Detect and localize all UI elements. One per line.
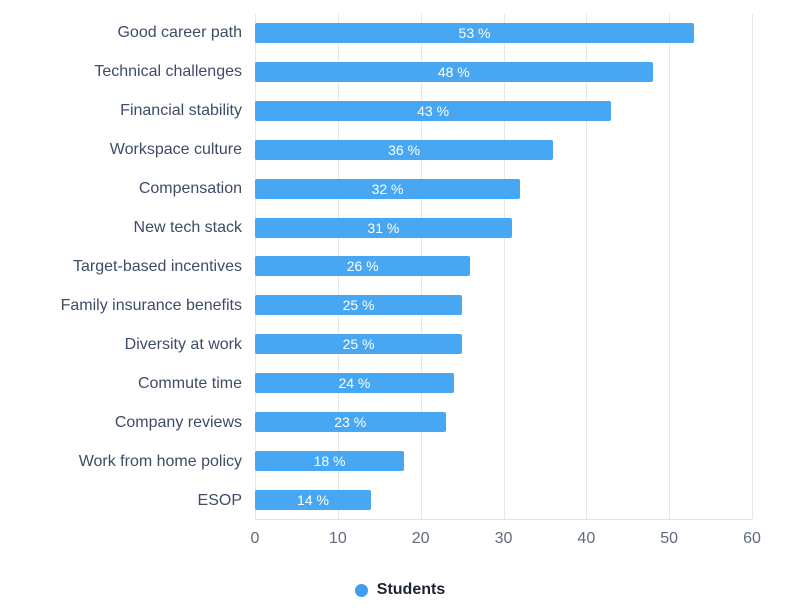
- category-label: Company reviews: [114, 413, 242, 431]
- bar-row: 43 %: [255, 92, 752, 131]
- bar-value-label: 23 %: [334, 413, 367, 430]
- gridline: [669, 14, 671, 519]
- bar-value-label: 32 %: [371, 180, 404, 197]
- bar-value-label: 18 %: [313, 452, 346, 469]
- x-tick-label: 10: [328, 530, 347, 547]
- x-tick-label: 50: [660, 530, 679, 547]
- category-label: Financial stability: [120, 102, 242, 120]
- bar: 48 %: [255, 62, 653, 83]
- legend-dot-icon: [354, 583, 368, 597]
- bar-row: 18 %: [255, 441, 752, 480]
- bar-rows: 53 % 48 % 43 % 36 % 32 % 31 % 26 % 25 % 25 % 24 %…: [255, 14, 752, 519]
- category-label: Diversity at work: [124, 335, 242, 353]
- bar-row: 53 %: [255, 14, 752, 53]
- bar-value-label: 36 %: [388, 141, 421, 158]
- bar-value-label: 53 %: [458, 25, 491, 42]
- category-labels: Good career path Technical challenges Fina…: [0, 14, 255, 520]
- category-label: New tech stack: [133, 219, 242, 237]
- bar-row: 23 %: [255, 402, 752, 441]
- bar-row: 26 %: [255, 247, 752, 286]
- category-label: Good career path: [117, 24, 242, 42]
- bar-row: 31 %: [255, 208, 752, 247]
- bar-row: 25 %: [255, 286, 752, 325]
- gridline: [503, 14, 505, 519]
- bar: 23 %: [255, 411, 446, 432]
- category-label: Commute time: [137, 374, 242, 392]
- bar: 53 %: [255, 23, 695, 44]
- category-label: Compensation: [138, 180, 242, 198]
- category-label: Target-based incentives: [73, 257, 242, 275]
- bar-value-label: 43 %: [417, 103, 450, 120]
- bar-row: 48 %: [255, 53, 752, 92]
- bar: 25 %: [255, 295, 463, 316]
- bar: 26 %: [255, 256, 471, 277]
- bar-row: 32 %: [255, 169, 752, 208]
- bar-row: 36 %: [255, 131, 752, 170]
- bar: 14 %: [255, 489, 371, 510]
- category-label: ESOP: [197, 491, 242, 509]
- x-tick-label: 0: [250, 530, 260, 547]
- x-axis-spacer: [0, 520, 255, 556]
- bar-value-label: 26 %: [346, 258, 379, 275]
- x-tick-label: 60: [743, 530, 761, 547]
- bar: 32 %: [255, 178, 521, 199]
- chart-legend: Students: [0, 581, 800, 599]
- x-tick-label: 20: [411, 530, 430, 547]
- x-tick-label: 30: [494, 530, 513, 547]
- gridline: [752, 14, 753, 519]
- x-axis-ticks: 0 10 20 30 40 50 60: [251, 520, 761, 556]
- bar-value-label: 24 %: [338, 375, 371, 392]
- bar: 24 %: [255, 373, 454, 394]
- bar-row: 25 %: [255, 325, 752, 364]
- category-label: Technical challenges: [94, 63, 242, 81]
- chart-body: Good career path Technical challenges Fina…: [0, 14, 800, 520]
- bar: 36 %: [255, 139, 554, 160]
- category-label: Work from home policy: [78, 452, 242, 470]
- bar-row: 24 %: [255, 364, 752, 403]
- legend-item-students[interactable]: Students: [354, 581, 446, 599]
- plot-area: 53 % 48 % 43 % 36 % 32 % 31 % 26 % 25 % 25 % 24 %…: [255, 14, 753, 520]
- bar: 43 %: [255, 101, 612, 122]
- category-label: Family insurance benefits: [60, 296, 242, 314]
- bar-value-label: 31 %: [367, 219, 400, 236]
- category-label: Workspace culture: [109, 141, 242, 159]
- bar-value-label: 14 %: [297, 491, 329, 508]
- bar-value-label: 25 %: [342, 297, 375, 314]
- bar-value-label: 48 %: [437, 64, 470, 81]
- bar: 18 %: [255, 450, 405, 471]
- legend-label: Students: [376, 581, 446, 598]
- gridline: [586, 14, 588, 519]
- bar-row: 14 %: [255, 480, 752, 519]
- x-axis: 0 10 20 30 40 50 60: [0, 520, 800, 556]
- bar: 31 %: [255, 217, 512, 238]
- x-tick-label: 40: [577, 530, 596, 547]
- bar: 25 %: [255, 334, 463, 355]
- bar-value-label: 25 %: [342, 336, 375, 353]
